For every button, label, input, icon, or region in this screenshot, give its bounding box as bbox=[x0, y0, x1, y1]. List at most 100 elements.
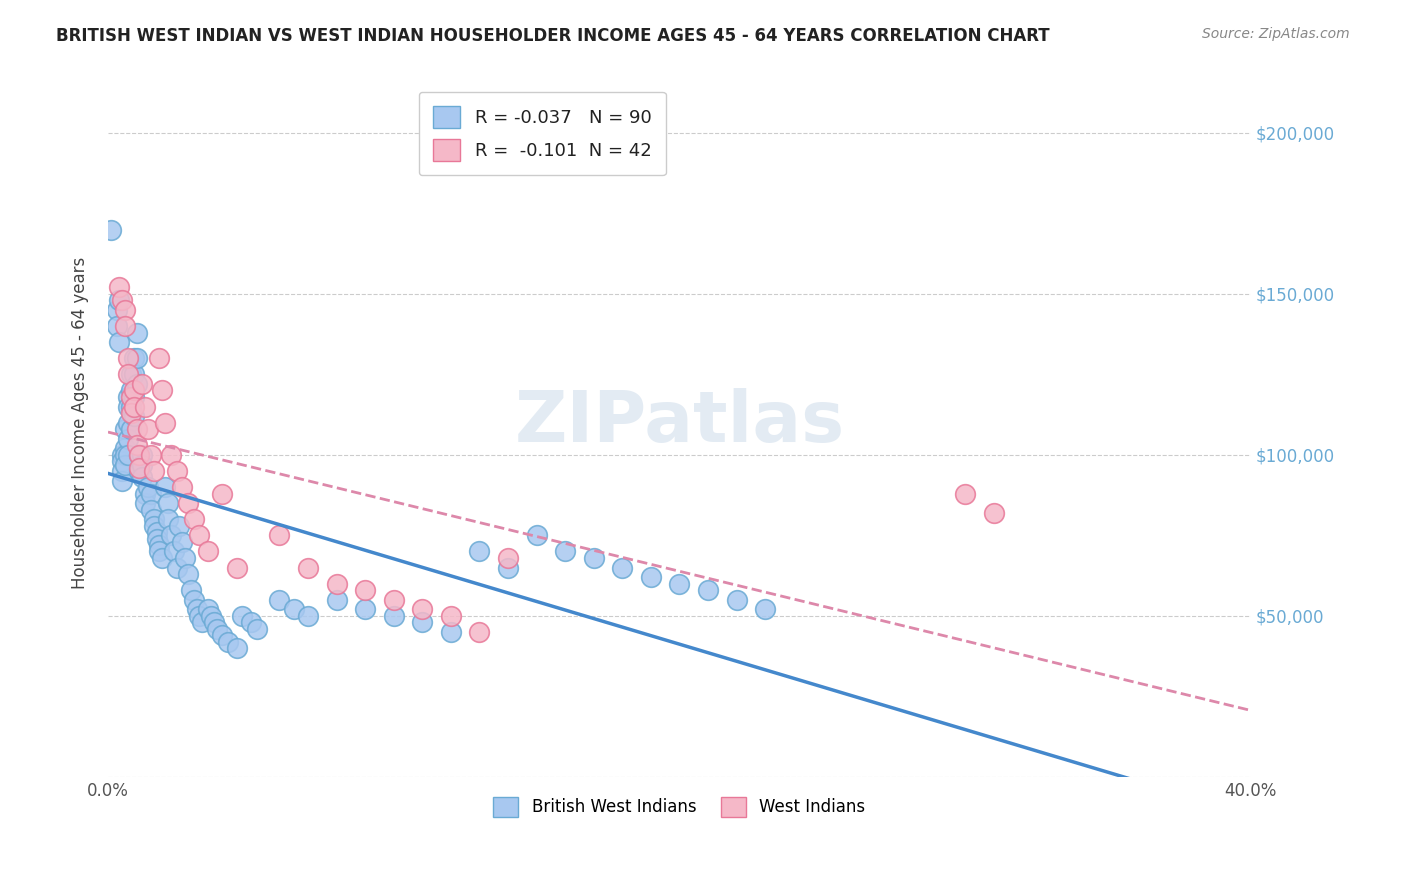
Point bbox=[114, 303, 136, 318]
Point bbox=[468, 624, 491, 639]
Point bbox=[148, 351, 170, 366]
Point bbox=[108, 280, 131, 294]
Legend: British West Indians, West Indians: British West Indians, West Indians bbox=[485, 789, 875, 825]
Point bbox=[953, 486, 976, 500]
Point bbox=[134, 496, 156, 510]
Point bbox=[122, 351, 145, 366]
Point bbox=[668, 576, 690, 591]
Point bbox=[120, 422, 142, 436]
Point bbox=[269, 528, 291, 542]
Text: ZIPatlas: ZIPatlas bbox=[515, 388, 845, 458]
Point bbox=[166, 560, 188, 574]
Point bbox=[148, 544, 170, 558]
Point bbox=[211, 486, 233, 500]
Point bbox=[180, 583, 202, 598]
Point bbox=[183, 512, 205, 526]
Point bbox=[269, 592, 291, 607]
Point bbox=[139, 486, 162, 500]
Point bbox=[174, 550, 197, 565]
Point bbox=[166, 464, 188, 478]
Point bbox=[169, 518, 191, 533]
Point bbox=[145, 532, 167, 546]
Point bbox=[197, 544, 219, 558]
Point bbox=[120, 368, 142, 382]
Point bbox=[122, 390, 145, 404]
Point bbox=[128, 460, 150, 475]
Point bbox=[191, 615, 214, 630]
Point bbox=[120, 390, 142, 404]
Point bbox=[114, 442, 136, 456]
Point bbox=[108, 293, 131, 308]
Point bbox=[382, 608, 405, 623]
Point bbox=[134, 486, 156, 500]
Point bbox=[111, 454, 134, 468]
Point bbox=[496, 550, 519, 565]
Point bbox=[125, 326, 148, 340]
Text: Source: ZipAtlas.com: Source: ZipAtlas.com bbox=[1202, 27, 1350, 41]
Point bbox=[125, 351, 148, 366]
Point bbox=[354, 583, 377, 598]
Point bbox=[153, 416, 176, 430]
Point bbox=[150, 384, 173, 398]
Point bbox=[134, 400, 156, 414]
Point bbox=[225, 641, 247, 656]
Point bbox=[411, 615, 433, 630]
Point bbox=[131, 448, 153, 462]
Point bbox=[245, 622, 267, 636]
Point bbox=[125, 438, 148, 452]
Point bbox=[114, 448, 136, 462]
Point bbox=[148, 538, 170, 552]
Point bbox=[122, 384, 145, 398]
Point bbox=[117, 368, 139, 382]
Point bbox=[468, 544, 491, 558]
Point bbox=[131, 470, 153, 484]
Point bbox=[197, 602, 219, 616]
Point bbox=[117, 448, 139, 462]
Point bbox=[131, 377, 153, 392]
Point bbox=[217, 634, 239, 648]
Point bbox=[297, 608, 319, 623]
Point bbox=[120, 406, 142, 420]
Point bbox=[172, 534, 194, 549]
Point bbox=[114, 422, 136, 436]
Point bbox=[177, 567, 200, 582]
Point bbox=[177, 496, 200, 510]
Point bbox=[160, 448, 183, 462]
Text: BRITISH WEST INDIAN VS WEST INDIAN HOUSEHOLDER INCOME AGES 45 - 64 YEARS CORRELA: BRITISH WEST INDIAN VS WEST INDIAN HOUSE… bbox=[56, 27, 1050, 45]
Point bbox=[117, 390, 139, 404]
Point bbox=[117, 416, 139, 430]
Point bbox=[100, 222, 122, 236]
Point bbox=[163, 544, 186, 558]
Point bbox=[117, 351, 139, 366]
Point bbox=[114, 458, 136, 472]
Point bbox=[139, 448, 162, 462]
Point bbox=[105, 303, 128, 318]
Point bbox=[983, 506, 1005, 520]
Point bbox=[128, 464, 150, 478]
Point bbox=[111, 464, 134, 478]
Point bbox=[411, 602, 433, 616]
Point bbox=[122, 400, 145, 414]
Point bbox=[156, 512, 179, 526]
Point bbox=[526, 528, 548, 542]
Point bbox=[186, 602, 208, 616]
Point bbox=[183, 592, 205, 607]
Point bbox=[354, 602, 377, 616]
Point bbox=[325, 592, 347, 607]
Point bbox=[111, 448, 134, 462]
Point bbox=[122, 409, 145, 424]
Point bbox=[136, 480, 159, 494]
Point bbox=[172, 480, 194, 494]
Point bbox=[111, 474, 134, 488]
Point bbox=[114, 319, 136, 334]
Point bbox=[111, 293, 134, 308]
Point bbox=[612, 560, 634, 574]
Point bbox=[283, 602, 305, 616]
Point bbox=[125, 422, 148, 436]
Point bbox=[153, 480, 176, 494]
Point bbox=[640, 570, 662, 584]
Y-axis label: Householder Income Ages 45 - 64 years: Householder Income Ages 45 - 64 years bbox=[72, 257, 89, 589]
Point bbox=[128, 448, 150, 462]
Point bbox=[108, 335, 131, 350]
Point bbox=[205, 622, 228, 636]
